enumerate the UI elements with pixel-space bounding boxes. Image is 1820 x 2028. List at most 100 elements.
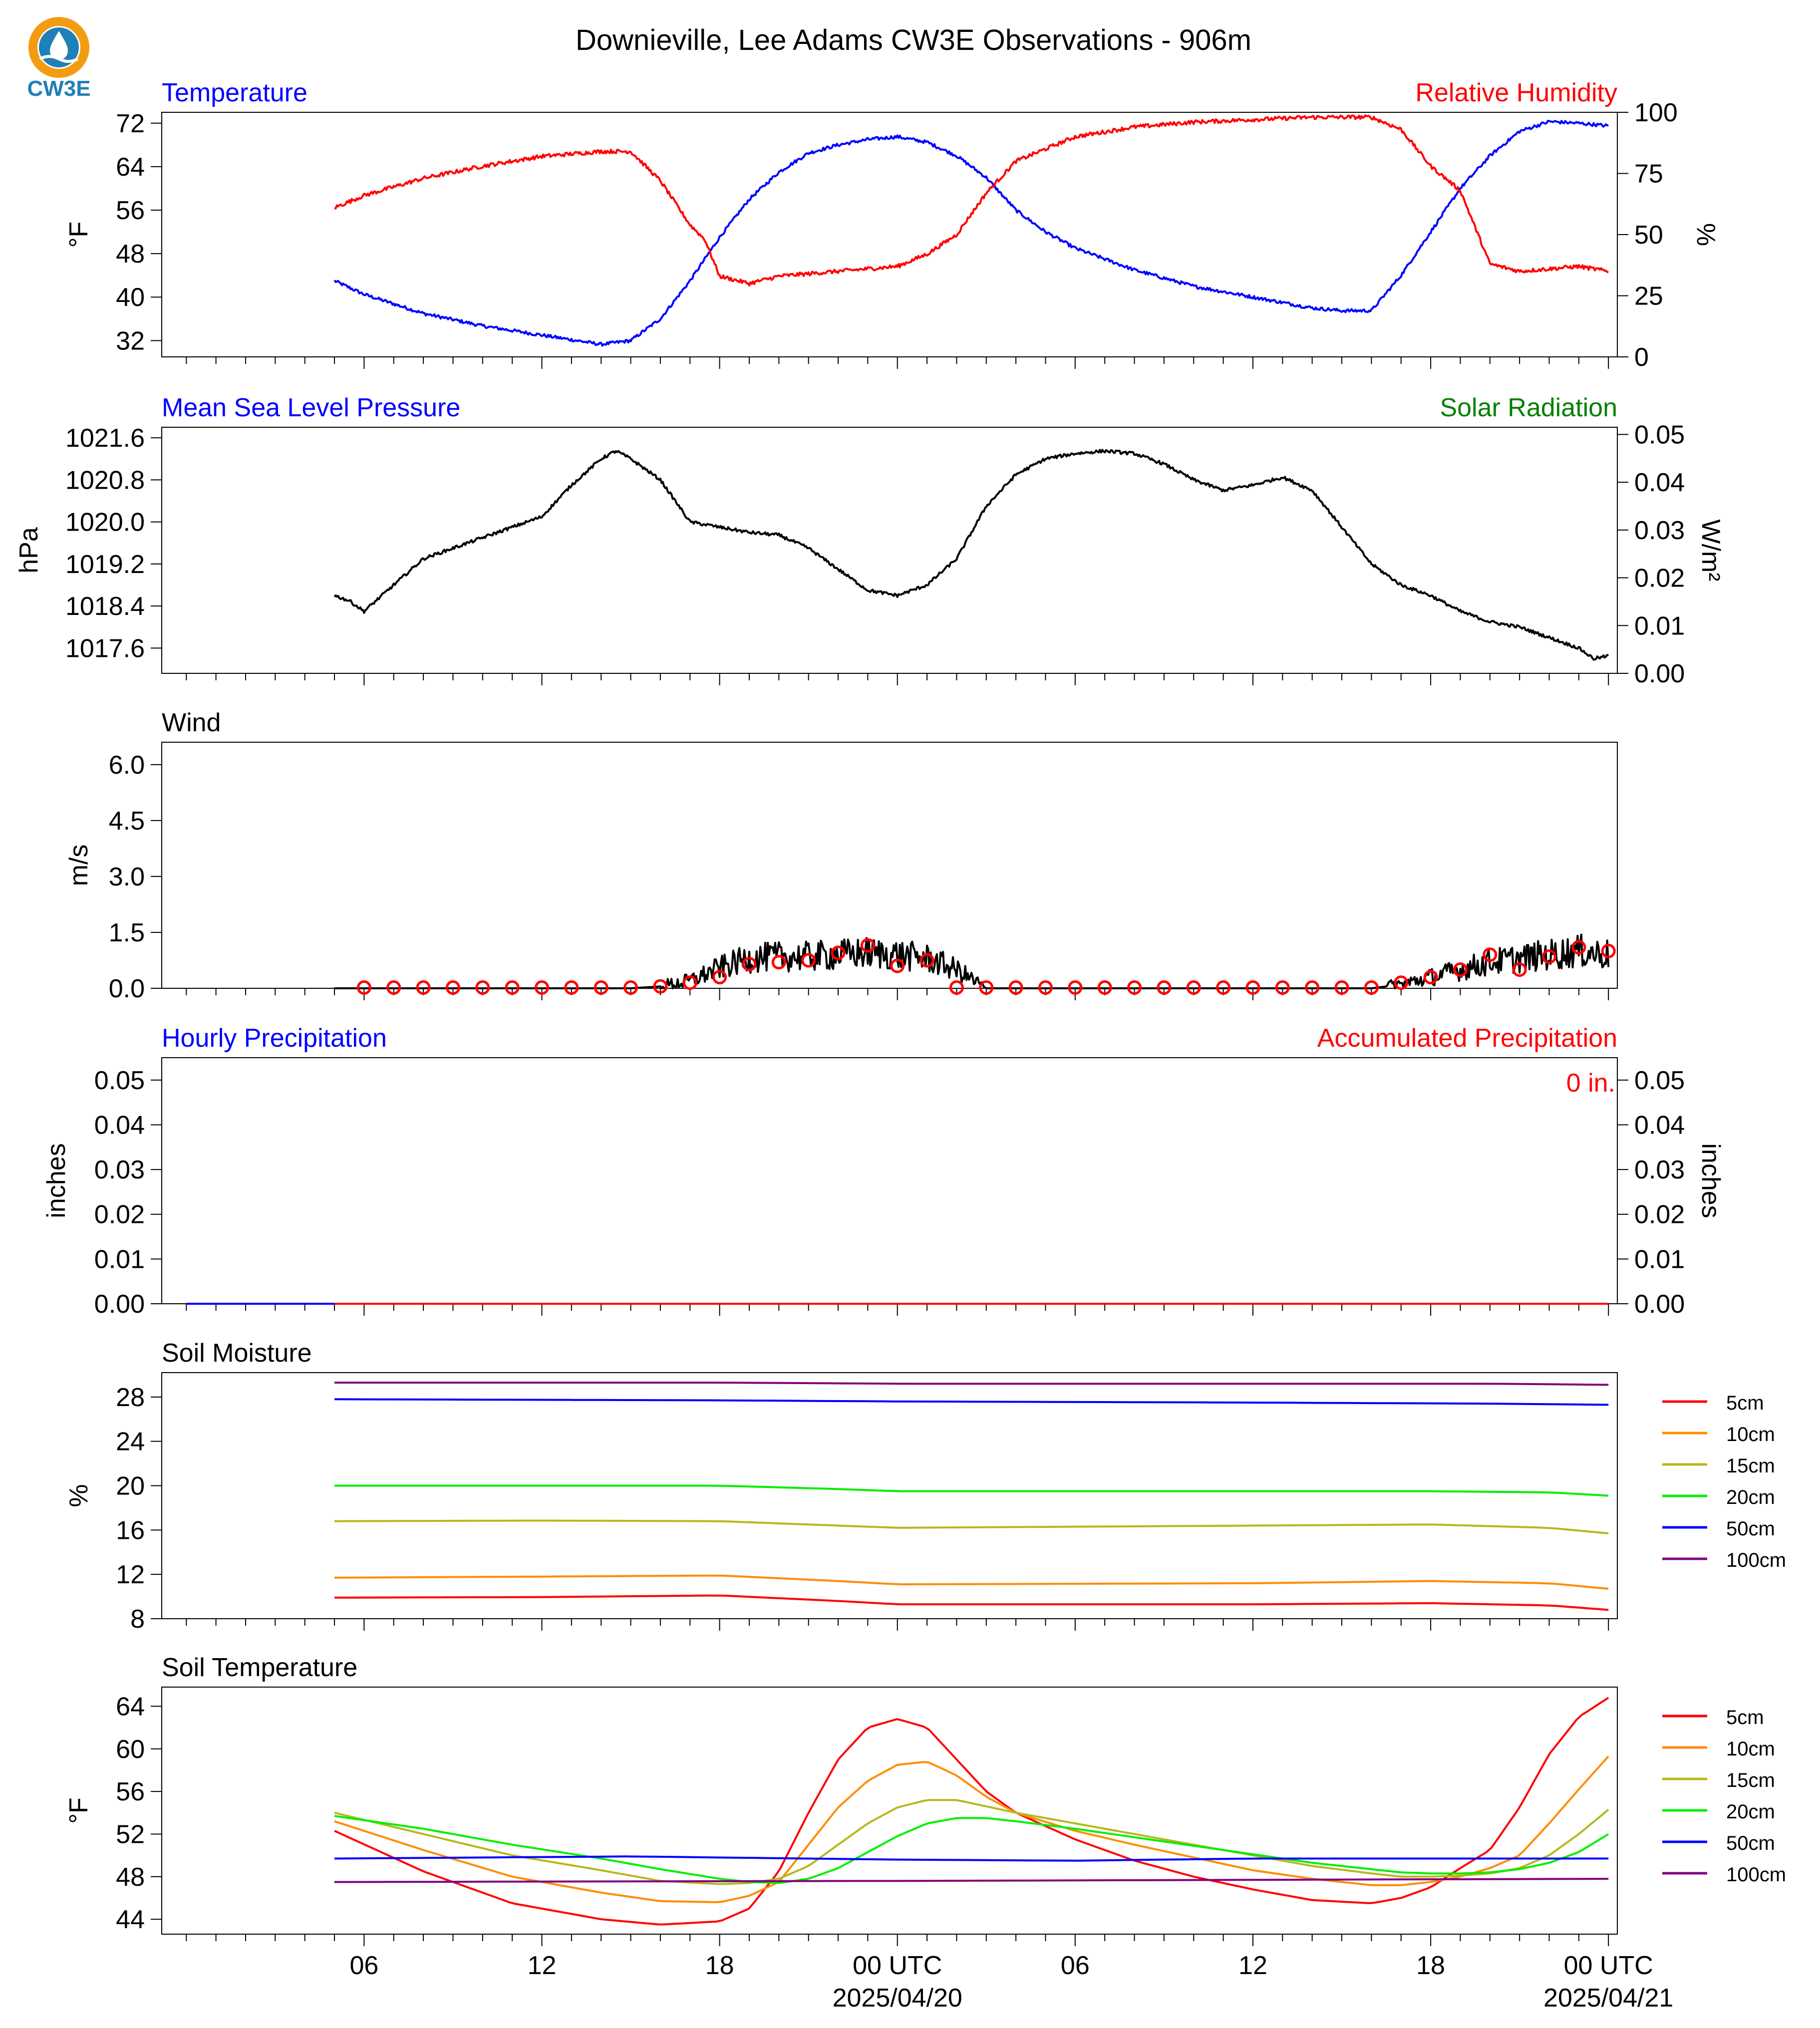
data-point — [564, 980, 579, 995]
series-line — [333, 449, 1609, 661]
plot-frame — [161, 112, 1618, 357]
legend-label: 50cm — [1726, 1832, 1775, 1854]
data-point — [1364, 980, 1379, 995]
data-point — [1453, 962, 1468, 977]
series-line — [334, 1398, 1609, 1406]
data-point — [1512, 962, 1527, 977]
series-line — [333, 120, 1609, 347]
plot-frame — [161, 742, 1618, 989]
series-line — [334, 1519, 1609, 1534]
data-point — [742, 956, 757, 971]
wave-icon — [39, 55, 79, 63]
y-tick-label-right: 0.02 — [1634, 564, 1685, 593]
data-point — [682, 975, 697, 990]
plot-frame — [161, 1057, 1618, 1304]
y-axis-label-right: W/m² — [1696, 519, 1725, 581]
y-tick-label-right: 0.04 — [1634, 468, 1685, 497]
y-tick-label: 0.04 — [94, 1111, 145, 1140]
y-tick-label-right: 0.00 — [1634, 1290, 1685, 1319]
series-line — [334, 1878, 1609, 1883]
panel-1: Mean Sea Level Pressure Solar Radiation 10… — [14, 393, 1725, 688]
data-point — [860, 938, 875, 953]
y-tick-label-right: 0.01 — [1634, 611, 1685, 640]
data-point — [890, 958, 905, 973]
legend-label: 15cm — [1726, 1455, 1775, 1477]
data-point — [1394, 975, 1409, 990]
y-tick-label: 16 — [116, 1516, 145, 1545]
legend-label: 5cm — [1726, 1392, 1764, 1414]
logo-ring — [28, 17, 89, 78]
data-point — [386, 980, 401, 995]
panel-4: Soil Moisture 8 12 16 20 24 28% 5cm 10cm 15cm 20cm… — [64, 1339, 1786, 1634]
panel-title-left: Soil Moisture — [162, 1339, 312, 1368]
y-tick-label-right: 0.05 — [1634, 420, 1685, 449]
y-tick-label: 60 — [116, 1735, 145, 1764]
data-point — [919, 953, 934, 968]
logo-text: CW3E — [27, 76, 90, 101]
series-line — [334, 1697, 1609, 1926]
y-tick-label-right: 25 — [1634, 282, 1663, 311]
series-line — [334, 114, 1609, 287]
data-point — [356, 980, 371, 995]
y-tick-label: 44 — [116, 1905, 145, 1934]
legend-label: 50cm — [1726, 1518, 1775, 1540]
y-tick-label: 1020.0 — [65, 508, 145, 537]
y-tick-label: 0.02 — [94, 1200, 145, 1229]
legend-label: 20cm — [1726, 1801, 1775, 1823]
y-tick-label: 64 — [116, 153, 145, 182]
data-point — [1305, 980, 1320, 995]
y-tick-label: 24 — [116, 1428, 145, 1456]
data-point — [653, 979, 668, 994]
panel-title-right: Relative Humidity — [1415, 78, 1617, 107]
y-tick-label-right: 0 — [1634, 343, 1649, 372]
x-tick-label: 18 — [705, 1951, 734, 1980]
y-tick-label: 48 — [116, 240, 145, 269]
panel-title-right: Solar Radiation — [1440, 393, 1617, 422]
y-axis-label: hPa — [14, 527, 43, 574]
x-tick-label: 12 — [1238, 1951, 1267, 1980]
y-tick-label: 0.00 — [94, 1290, 145, 1319]
panel-title-left: Soil Temperature — [162, 1653, 357, 1682]
y-tick-label: 1018.4 — [65, 592, 145, 621]
y-tick-label-right: 0.04 — [1634, 1111, 1685, 1140]
panel-2: Wind 0.0 1.5 3.0 4.5 6.0 m/s — [64, 708, 1618, 1003]
data-point — [534, 980, 549, 995]
data-point — [1038, 980, 1053, 995]
data-point — [1216, 980, 1231, 995]
data-point — [1186, 980, 1201, 995]
y-tick-label: 32 — [116, 326, 145, 355]
data-point — [1334, 980, 1349, 995]
y-tick-label-right: 0.03 — [1634, 1156, 1685, 1184]
y-tick-label-right: 0.02 — [1634, 1200, 1685, 1229]
x-tick-label: 06 — [349, 1951, 378, 1980]
y-tick-label: 1.5 — [109, 918, 145, 947]
legend-label: 20cm — [1726, 1486, 1775, 1508]
y-tick-label: 56 — [116, 1777, 145, 1806]
data-point — [1275, 980, 1290, 995]
data-point — [1068, 980, 1083, 995]
page-title: Downieville, Lee Adams CW3E Observations… — [576, 24, 1251, 56]
drop-icon — [50, 31, 68, 60]
y-tick-label: 12 — [116, 1560, 145, 1589]
y-axis-label: % — [64, 1484, 93, 1507]
data-point — [594, 980, 608, 995]
y-tick-label: 64 — [116, 1692, 145, 1721]
panels: Temperature Relative Humidity 32 40 48 56 64 72… — [14, 78, 1786, 2013]
series-line — [334, 1484, 1609, 1497]
data-point — [831, 945, 846, 960]
data-point — [949, 980, 964, 995]
panel-title-left: Mean Sea Level Pressure — [162, 393, 460, 422]
legend-label: 10cm — [1726, 1424, 1775, 1446]
panel-title-left: Wind — [162, 708, 221, 737]
panel-3: Hourly Precipitation Accumulated Precipit… — [42, 1024, 1725, 1319]
y-tick-label: 6.0 — [109, 751, 145, 780]
panel-5: Soil Temperature 06 12 18 00 UTC 06 12 18 00 UTC… — [64, 1653, 1786, 2013]
plot-frame — [161, 1372, 1618, 1619]
y-tick-label-right: 100 — [1634, 98, 1678, 127]
data-point — [1601, 943, 1616, 958]
data-point — [1008, 980, 1023, 995]
data-point — [1245, 980, 1260, 995]
series-line — [334, 1594, 1609, 1611]
series-line — [334, 1855, 1609, 1862]
